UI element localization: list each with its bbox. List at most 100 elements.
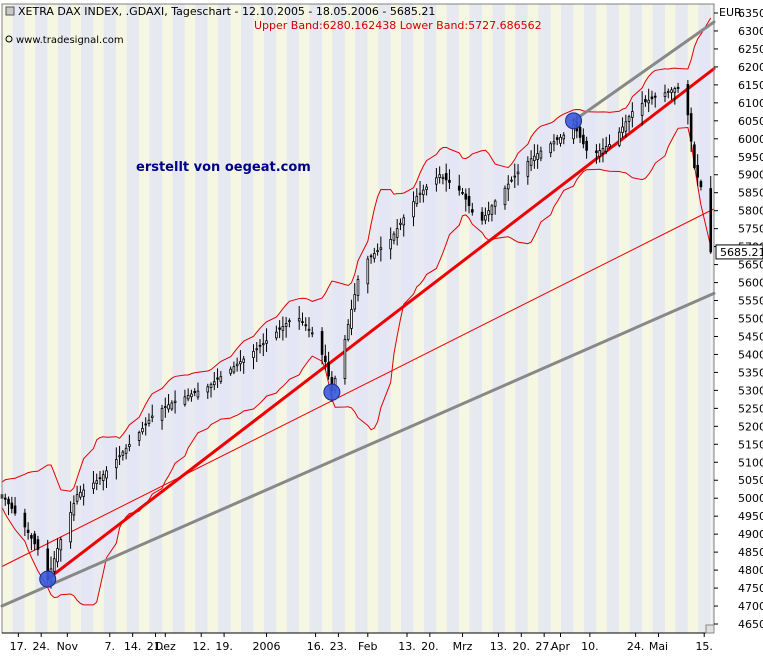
- resize-grip: [705, 624, 715, 634]
- candle-body: [255, 348, 259, 351]
- x-tick-label: 20.: [513, 640, 531, 653]
- x-tick-label: 10.: [581, 640, 599, 653]
- candle-body: [379, 247, 383, 250]
- candle-body: [493, 200, 497, 207]
- x-tick-label: 12.: [192, 640, 210, 653]
- candle-body: [536, 153, 539, 160]
- candle-body: [147, 419, 151, 424]
- candle-body: [52, 558, 56, 572]
- candle-body: [686, 84, 690, 116]
- y-tick-label: 5200: [738, 420, 763, 433]
- x-tick-label: 7.: [105, 640, 116, 653]
- candle-body: [526, 160, 530, 177]
- candle-body: [676, 86, 680, 89]
- candle-body: [461, 191, 464, 194]
- y-axis-currency: EUR: [719, 6, 742, 19]
- candle-body: [3, 497, 7, 500]
- candle-body: [193, 390, 196, 393]
- candle-body: [418, 192, 422, 195]
- x-tick-label: 24.: [627, 640, 645, 653]
- last-value-box: [715, 244, 763, 260]
- week-stripe: [207, 4, 219, 633]
- candle-body: [160, 407, 164, 421]
- candle-body: [395, 228, 399, 238]
- touch-point-marker: [39, 570, 57, 588]
- touch-point-marker: [323, 383, 341, 401]
- candle-body: [441, 176, 445, 179]
- y-tick-label: 5350: [738, 366, 763, 379]
- candle-body: [173, 400, 177, 404]
- y-tick-label: 5900: [738, 169, 763, 182]
- y-tick-label: 5400: [738, 348, 763, 361]
- candle-body: [59, 539, 63, 551]
- y-tick-label: 5550: [738, 295, 763, 308]
- week-stripe: [263, 4, 277, 633]
- candle-body: [26, 529, 30, 533]
- week-stripe: [665, 4, 676, 633]
- candle-body: [559, 136, 562, 144]
- x-tick-label: 17.: [10, 640, 28, 653]
- candle-body: [284, 323, 288, 327]
- candle-body: [13, 505, 17, 514]
- week-stripe: [218, 4, 231, 633]
- candle-body: [369, 255, 373, 258]
- week-stripe: [560, 4, 574, 633]
- week-stripe: [550, 4, 561, 633]
- y-tick-label: 6100: [738, 97, 763, 110]
- week-stripe: [230, 4, 241, 633]
- candle-body: [389, 239, 392, 250]
- source-icon: [5, 35, 13, 43]
- candle-body: [627, 116, 631, 122]
- source-credit: www.tradesignal.com: [16, 35, 124, 46]
- candle-body: [346, 324, 350, 340]
- candle-body: [415, 195, 419, 205]
- candle-body: [467, 195, 471, 207]
- week-stripe: [606, 4, 620, 633]
- x-tick-label: Feb: [358, 640, 377, 653]
- x-tick-label: Nov: [57, 640, 79, 653]
- y-tick-label: 6350: [738, 7, 763, 20]
- y-tick-label: 5150: [738, 438, 763, 451]
- candle-body: [324, 355, 327, 363]
- y-tick-label: 6050: [738, 115, 763, 128]
- candle-body: [196, 390, 200, 398]
- candle-body: [170, 402, 174, 410]
- candle-body: [36, 539, 40, 550]
- x-tick-label: Dez: [155, 640, 176, 653]
- x-tick-label: 23.: [330, 640, 348, 653]
- week-stripe: [573, 4, 584, 633]
- band-values: Upper Band:6280.162438 Lower Band:5727.6…: [254, 19, 542, 32]
- week-stripe: [195, 4, 208, 633]
- candle-body: [663, 92, 667, 97]
- candle-body: [144, 423, 148, 426]
- candle-body: [219, 376, 223, 382]
- candle-body: [56, 548, 59, 563]
- candle-body: [206, 386, 210, 393]
- y-tick-label: 4700: [738, 600, 763, 613]
- band-fill: [2, 18, 711, 605]
- week-stripe: [459, 4, 470, 633]
- y-tick-label: 5650: [738, 259, 763, 272]
- y-tick-label: 4800: [738, 564, 763, 577]
- candle-body: [513, 175, 517, 178]
- week-stripe: [642, 4, 653, 633]
- x-tick-label: 13.: [490, 640, 508, 653]
- week-stripe: [184, 4, 196, 633]
- candle-body: [235, 363, 239, 367]
- y-tick-label: 6300: [738, 25, 763, 38]
- candle-body: [696, 164, 699, 178]
- candle-body: [164, 406, 167, 408]
- week-stripe: [139, 4, 150, 633]
- candle-body: [150, 415, 154, 418]
- trendline-3: [0, 291, 716, 608]
- candle-body: [487, 210, 490, 216]
- candle-body: [529, 158, 533, 166]
- candle-body: [585, 140, 588, 151]
- candle-body: [261, 343, 265, 346]
- candle-body: [425, 186, 428, 190]
- candle-body: [128, 444, 131, 447]
- candle-body: [582, 134, 585, 145]
- week-stripe: [70, 4, 81, 633]
- candle-body: [366, 258, 370, 285]
- candle-body: [307, 328, 311, 331]
